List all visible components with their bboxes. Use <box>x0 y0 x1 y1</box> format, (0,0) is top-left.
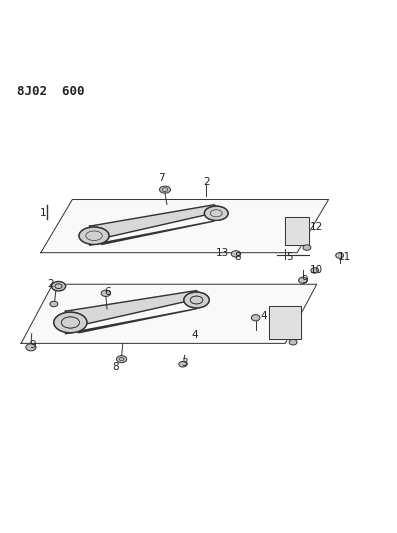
Ellipse shape <box>54 312 87 333</box>
Ellipse shape <box>184 292 209 308</box>
Text: 13: 13 <box>216 248 229 257</box>
Text: 2: 2 <box>203 177 210 187</box>
Text: 3: 3 <box>181 358 188 368</box>
Text: 10: 10 <box>310 265 323 276</box>
Ellipse shape <box>54 312 87 333</box>
Ellipse shape <box>311 268 319 273</box>
Text: 12: 12 <box>310 222 324 232</box>
Polygon shape <box>285 217 309 245</box>
Ellipse shape <box>160 186 170 193</box>
Ellipse shape <box>79 227 109 245</box>
Ellipse shape <box>26 344 36 351</box>
Ellipse shape <box>251 314 260 321</box>
Ellipse shape <box>116 356 127 362</box>
Ellipse shape <box>303 245 311 251</box>
Text: 9: 9 <box>30 341 36 350</box>
Ellipse shape <box>184 292 209 308</box>
Text: 4: 4 <box>260 311 267 321</box>
Text: 2: 2 <box>47 279 54 289</box>
Text: 4: 4 <box>191 330 198 341</box>
Text: 9: 9 <box>302 276 308 285</box>
Ellipse shape <box>179 361 187 367</box>
Ellipse shape <box>299 277 307 284</box>
Text: 11: 11 <box>338 252 351 262</box>
Polygon shape <box>270 306 301 340</box>
Ellipse shape <box>336 253 343 258</box>
Text: 5: 5 <box>286 252 293 262</box>
Ellipse shape <box>52 281 66 291</box>
Text: 6: 6 <box>104 287 111 297</box>
Text: 8: 8 <box>112 362 119 372</box>
Ellipse shape <box>101 290 111 296</box>
Ellipse shape <box>289 340 297 345</box>
Ellipse shape <box>204 206 228 220</box>
Polygon shape <box>66 290 203 334</box>
Text: 1: 1 <box>39 208 46 219</box>
Polygon shape <box>41 199 329 253</box>
Text: 7: 7 <box>158 173 164 183</box>
Ellipse shape <box>50 301 58 306</box>
Polygon shape <box>90 205 222 245</box>
Ellipse shape <box>79 227 109 245</box>
Polygon shape <box>21 284 317 343</box>
Ellipse shape <box>231 251 241 257</box>
Ellipse shape <box>204 206 228 220</box>
Text: 8: 8 <box>235 252 241 262</box>
Text: 8J02  600: 8J02 600 <box>17 85 85 98</box>
